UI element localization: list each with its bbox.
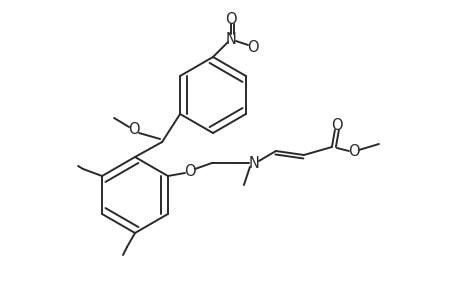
Text: O: O bbox=[330, 118, 342, 133]
Text: O: O bbox=[128, 122, 140, 137]
Text: O: O bbox=[184, 164, 195, 178]
Text: O: O bbox=[225, 11, 236, 26]
Text: O: O bbox=[347, 145, 359, 160]
Text: O: O bbox=[246, 40, 258, 55]
Text: N: N bbox=[248, 155, 259, 170]
Text: N: N bbox=[225, 32, 236, 46]
